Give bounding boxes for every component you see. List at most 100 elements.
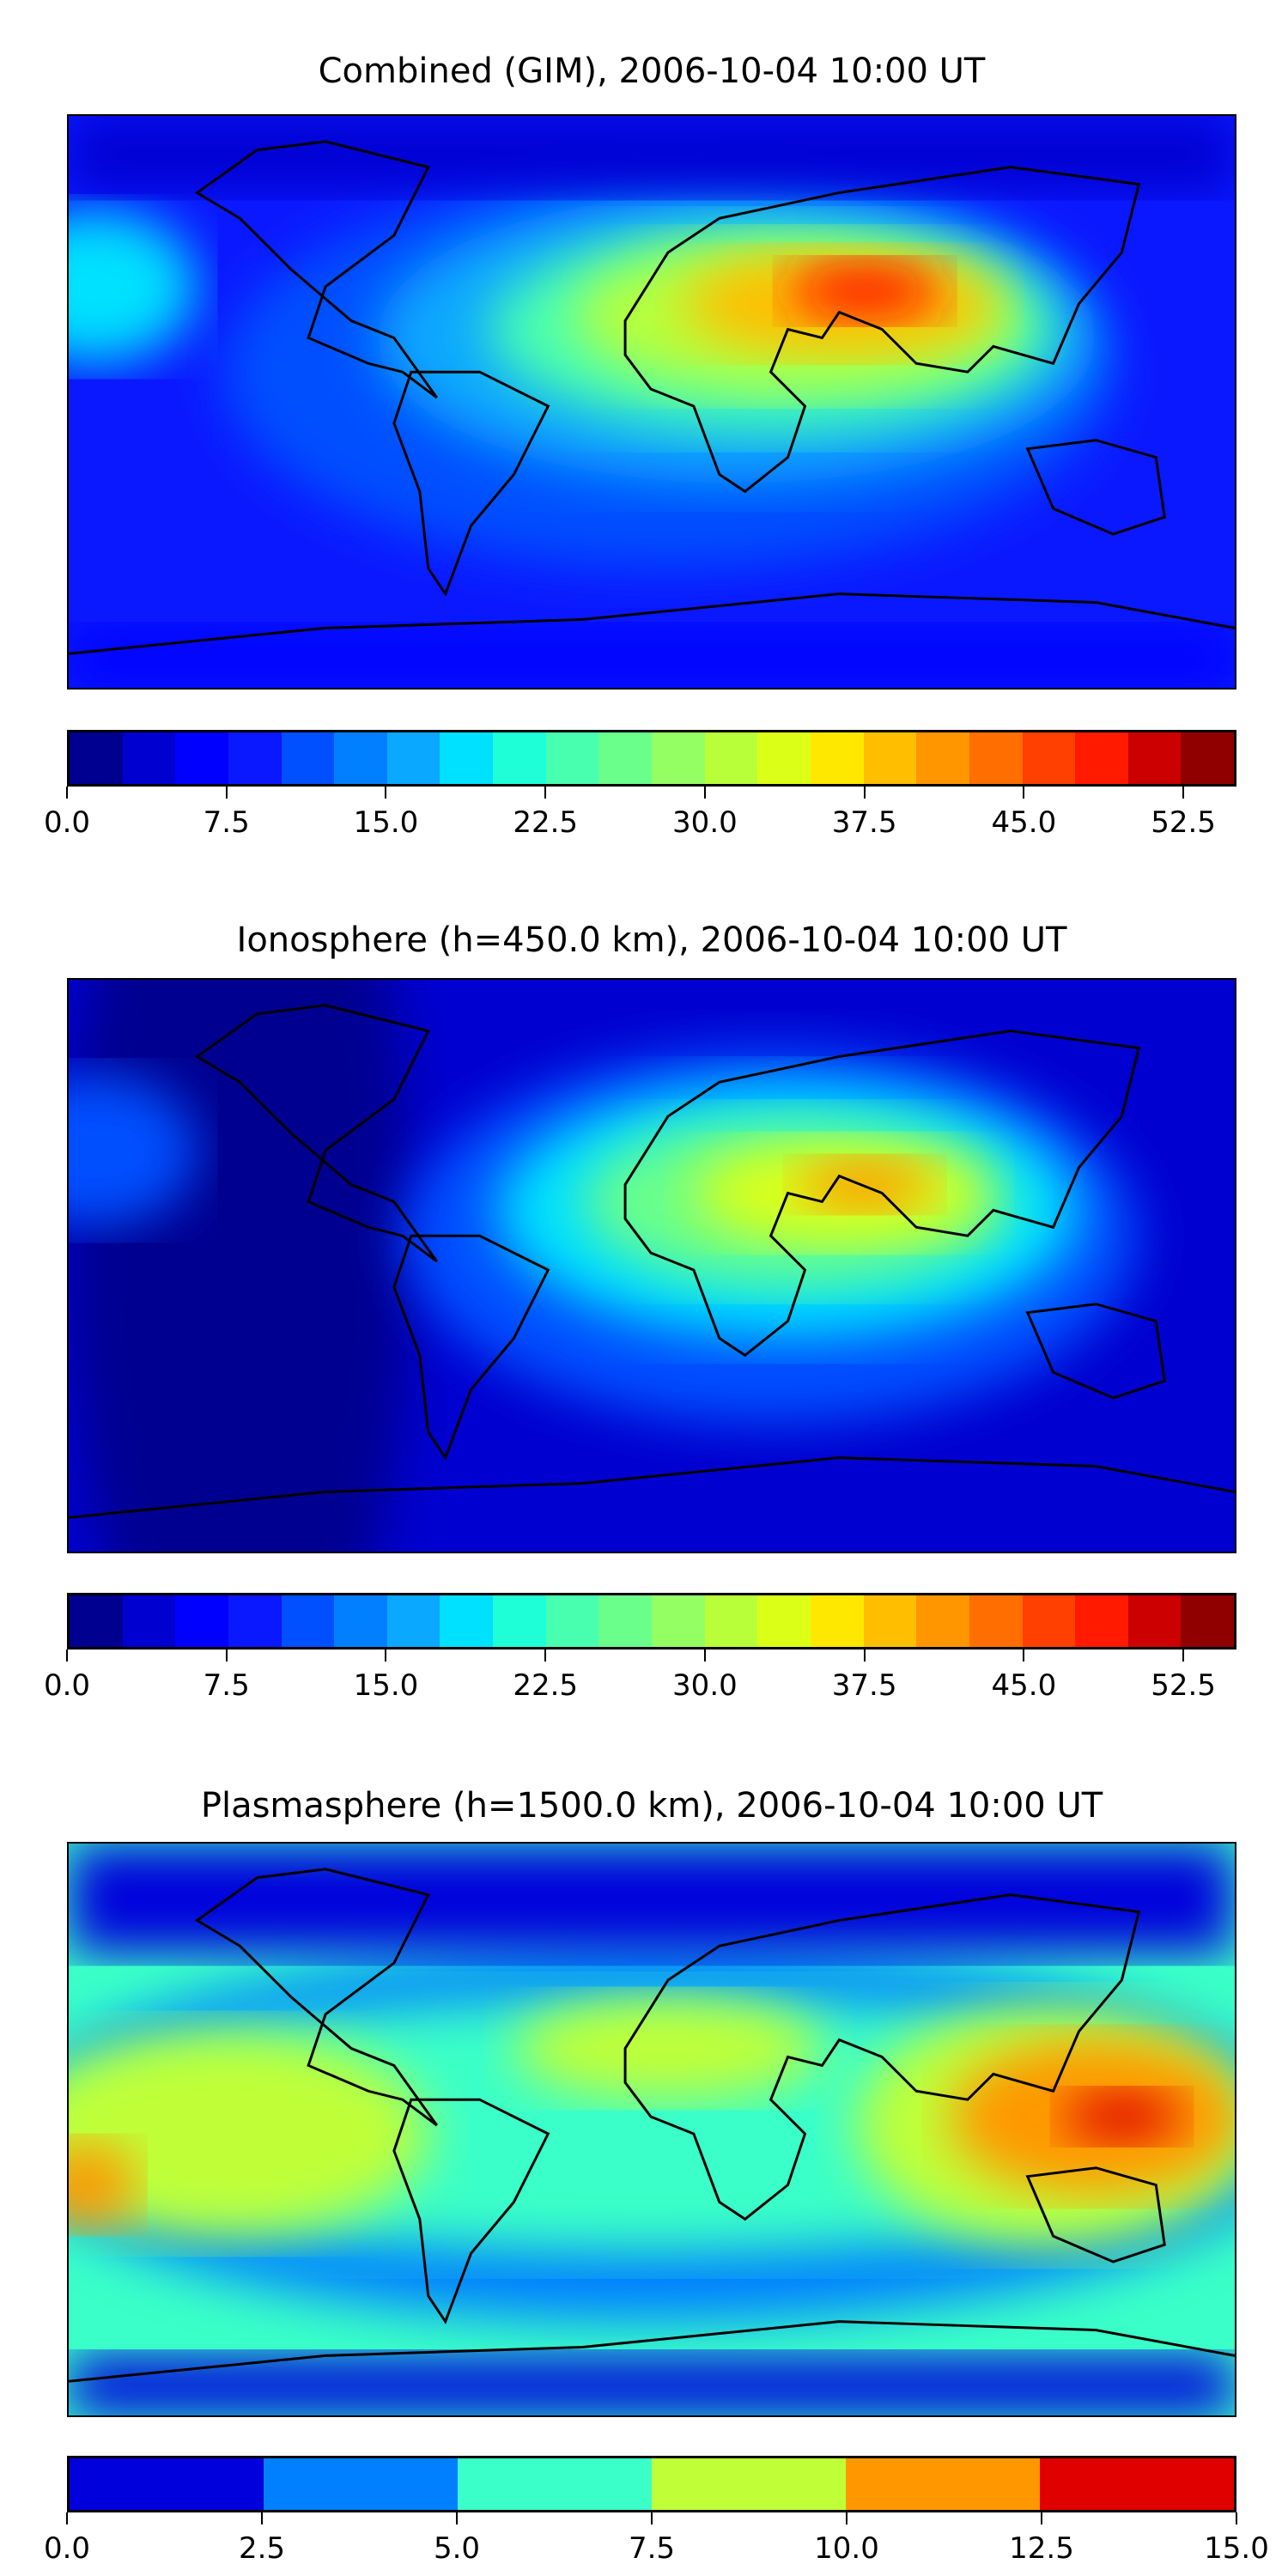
tick-mark — [1041, 2512, 1042, 2524]
contour-band — [69, 628, 1235, 688]
colorbar-segment — [969, 1595, 1023, 1647]
tick-mark — [1236, 2512, 1237, 2524]
colorbar-segment — [810, 1595, 864, 1647]
colorbar-segment — [264, 2458, 458, 2510]
contour-band — [69, 210, 197, 364]
tick-label: 15.0 — [353, 1668, 419, 1703]
colorbar-segment — [175, 732, 228, 784]
contour-band — [69, 1073, 197, 1228]
colorbar-segment — [545, 732, 599, 784]
tick-label: 0.0 — [43, 2531, 91, 2566]
contour-band — [796, 1158, 934, 1211]
colorbar-segment — [757, 1595, 811, 1647]
contour-band — [69, 116, 1235, 193]
tick-label: 15.0 — [353, 805, 419, 840]
colorbar-segment — [70, 1595, 123, 1647]
colorbar-segment — [334, 732, 387, 784]
colorbar-segment — [598, 732, 653, 784]
colorbar-segment — [386, 1595, 440, 1647]
colorbar-segment — [281, 732, 335, 784]
contour-band — [69, 1844, 1235, 1955]
colorbar-segment — [757, 732, 811, 784]
contour-band — [69, 980, 411, 1552]
tick-mark — [385, 1649, 387, 1662]
coastlines — [69, 1004, 1235, 1519]
tick-label: 37.5 — [831, 805, 897, 840]
colorbar — [67, 730, 1236, 787]
tick-mark — [1182, 787, 1185, 799]
tick-mark — [863, 787, 866, 799]
colorbar-segment — [1075, 1595, 1128, 1647]
colorbar-segment — [916, 732, 969, 784]
tec-map — [67, 114, 1236, 690]
colorbar-segment — [458, 2458, 652, 2510]
colorbar-segment — [704, 1595, 758, 1647]
colorbar-axis: 0.0 7.5 15.0 22.5 30.0 37.5 45.0 52.5 — [44, 787, 1236, 840]
tick-label: 7.5 — [203, 805, 250, 840]
colorbar-segment — [1022, 1595, 1076, 1647]
tick-mark — [544, 1649, 547, 1662]
colorbar-segment — [916, 1595, 969, 1647]
colorbar-segment — [493, 1595, 546, 1647]
colorbar-axis: 0.0 7.5 15.0 22.5 30.0 37.5 45.0 52.5 — [44, 1649, 1236, 1703]
colorbar-segment — [652, 1595, 705, 1647]
tick-mark — [66, 2512, 68, 2524]
colorbar-segment — [122, 732, 176, 784]
colorbar-segment — [1181, 732, 1235, 784]
colorbar-segment — [122, 1595, 176, 1647]
colorbar-segment — [652, 2458, 846, 2510]
colorbar-segment — [1127, 1595, 1182, 1647]
contour-band — [69, 2031, 428, 2237]
tick-label: 15.0 — [1204, 2531, 1269, 2566]
tick-label: 5.0 — [433, 2531, 481, 2566]
colorbar-segment — [334, 1595, 387, 1647]
tick-label: 37.5 — [831, 1668, 897, 1703]
tick-mark — [66, 787, 68, 799]
tick-label: 7.5 — [628, 2531, 676, 2566]
colorbar-segment — [70, 732, 123, 784]
tick-label: 52.5 — [1151, 1668, 1216, 1703]
tick-mark — [846, 2512, 848, 2524]
colorbar-segment — [704, 732, 758, 784]
tick-label: 45.0 — [991, 805, 1057, 840]
colorbar-segment — [1127, 732, 1182, 784]
colorbar-segment — [810, 732, 864, 784]
colorbar-segment — [598, 1595, 653, 1647]
tick-label: 30.0 — [672, 1668, 738, 1703]
colorbar-segment — [1040, 2458, 1234, 2510]
colorbar-segment — [1181, 1595, 1235, 1647]
tick-label: 0.0 — [43, 805, 91, 840]
colorbar-segment — [386, 732, 440, 784]
chart-title: Combined (GIM), 2006-10-04 10:00 UT — [318, 52, 986, 91]
contour-band — [69, 2355, 1235, 2415]
colorbar-segment — [545, 1595, 599, 1647]
tick-mark — [225, 1649, 228, 1662]
tec-map — [67, 1842, 1236, 2417]
tick-mark — [863, 1649, 866, 1662]
tick-mark — [703, 1649, 706, 1662]
tick-mark — [261, 2512, 263, 2524]
tick-mark — [66, 1649, 68, 1662]
colorbar-segment — [846, 2458, 1040, 2510]
colorbar-segment — [228, 1595, 282, 1647]
colorbar-segment — [228, 732, 282, 784]
colorbar-segment — [281, 1595, 335, 1647]
colorbar-axis: 0.0 2.5 5.0 7.5 10.0 12.5 15.0 — [44, 2512, 1269, 2566]
tec-map — [67, 978, 1236, 1553]
tick-mark — [703, 787, 706, 799]
tick-label: 22.5 — [513, 1668, 579, 1703]
contour-band — [513, 1996, 823, 2100]
tick-mark — [385, 787, 387, 799]
tick-mark — [225, 787, 228, 799]
tick-mark — [1023, 1649, 1025, 1662]
colorbar-segment — [175, 1595, 228, 1647]
colorbar — [67, 2456, 1236, 2512]
chart-title: Plasmasphere (h=1500.0 km), 2006-10-04 1… — [200, 1786, 1103, 1826]
tick-mark — [544, 787, 547, 799]
colorbar-segment — [493, 732, 546, 784]
tick-mark — [651, 2512, 653, 2524]
tick-mark — [1182, 1649, 1185, 1662]
chart-title: Ionosphere (h=450.0 km), 2006-10-04 10:0… — [236, 920, 1067, 960]
tick-mark — [456, 2512, 458, 2524]
tick-label: 30.0 — [672, 805, 738, 840]
